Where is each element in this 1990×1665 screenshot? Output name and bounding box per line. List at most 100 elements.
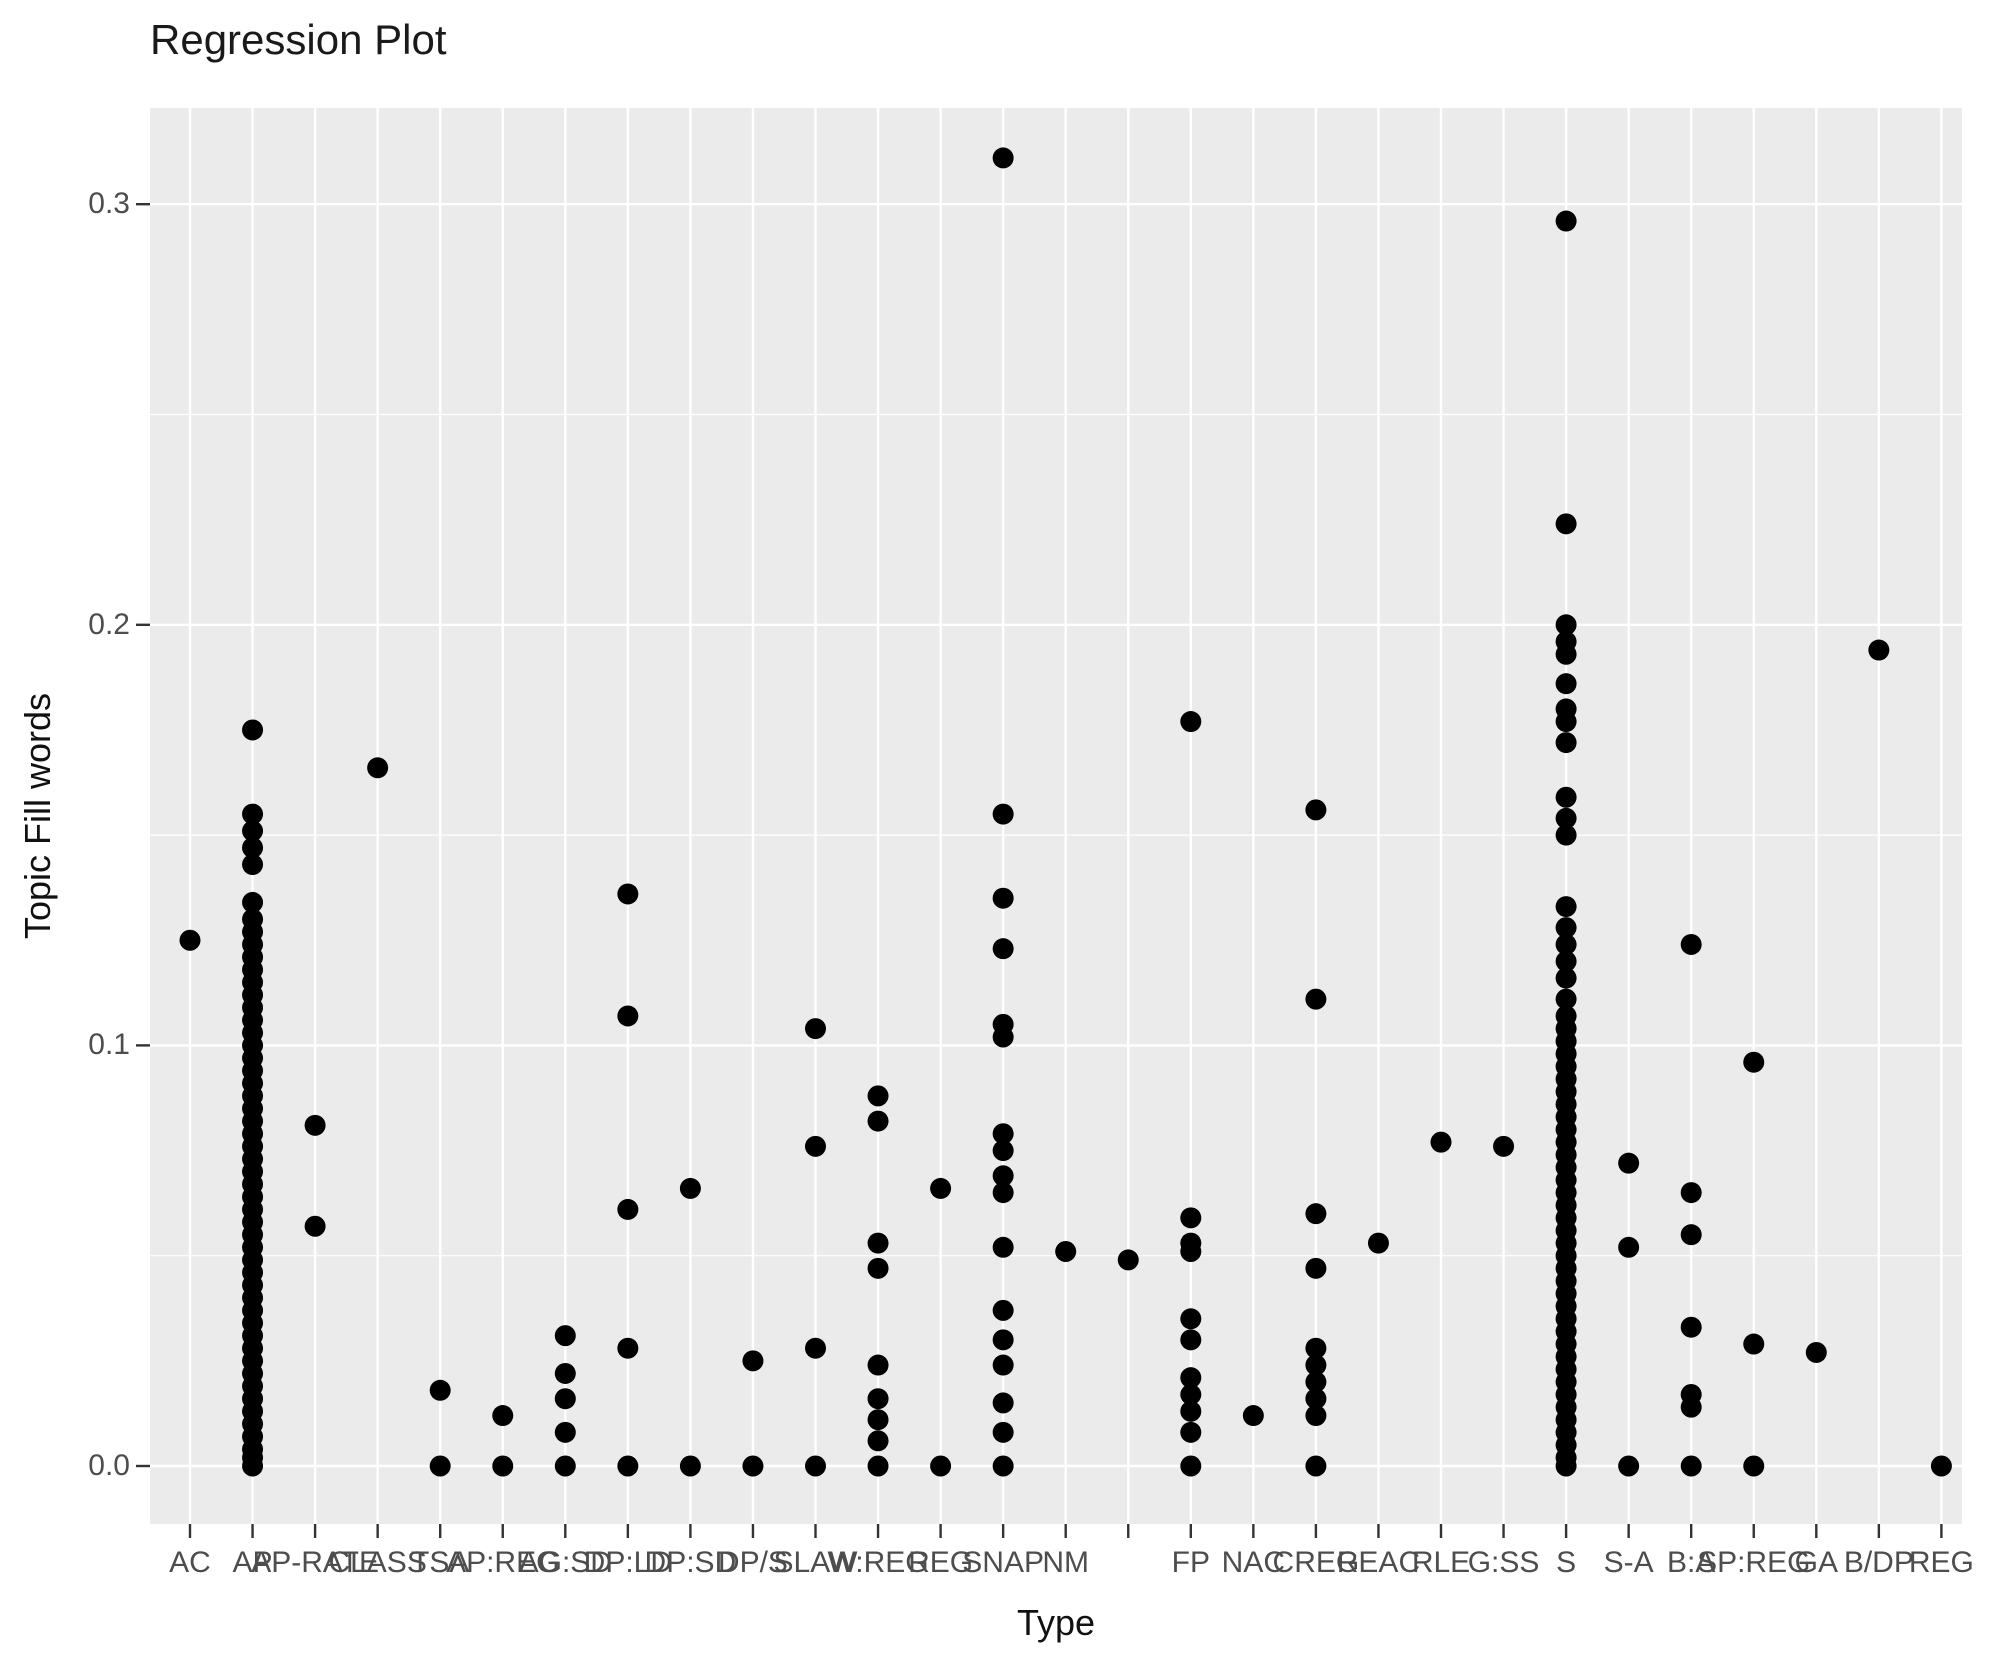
data-point — [1305, 1455, 1327, 1477]
data-point — [1242, 1405, 1264, 1427]
data-point — [1180, 1240, 1202, 1262]
data-point — [1680, 1182, 1702, 1204]
data-point — [867, 1110, 889, 1132]
data-point — [242, 837, 264, 859]
data-point — [1555, 896, 1577, 918]
data-point — [1180, 1383, 1202, 1405]
x-tick-label: DP:SD — [644, 1546, 737, 1579]
y-tick-label: 0.2 — [88, 607, 130, 641]
data-point — [1180, 1308, 1202, 1330]
data-point — [1367, 1232, 1389, 1254]
data-point — [242, 1455, 264, 1477]
data-point — [1180, 711, 1202, 733]
data-point — [242, 891, 264, 913]
data-point — [1555, 933, 1577, 955]
data-point — [1680, 1316, 1702, 1338]
data-point — [1555, 673, 1577, 695]
data-point — [1305, 988, 1327, 1010]
x-tick-label: B:A — [1667, 1546, 1716, 1579]
data-point — [867, 1354, 889, 1376]
data-point — [679, 1455, 701, 1477]
data-point — [992, 1236, 1014, 1258]
x-tick-label: REAC — [1336, 1546, 1421, 1579]
data-point — [1305, 799, 1327, 821]
data-point — [367, 757, 389, 779]
data-point — [992, 1123, 1014, 1145]
data-point — [805, 1135, 826, 1157]
data-point — [304, 1215, 326, 1237]
data-point — [992, 1329, 1014, 1351]
x-tick-label: GA — [1794, 1546, 1838, 1579]
data-point — [242, 820, 264, 842]
data-point — [1055, 1240, 1077, 1262]
data-point — [242, 854, 264, 876]
data-point — [304, 1114, 326, 1136]
data-point — [1555, 950, 1577, 972]
x-tick-label: S-A — [1603, 1546, 1654, 1579]
data-point — [1743, 1051, 1765, 1073]
data-point — [867, 1430, 889, 1452]
x-tick-label: AP:REG — [446, 1546, 560, 1579]
data-point — [1680, 1396, 1702, 1418]
data-point — [867, 1257, 889, 1279]
data-point — [617, 883, 639, 905]
x-tick-label: FP — [1171, 1546, 1210, 1579]
data-point — [617, 1337, 639, 1359]
data-point — [1180, 1455, 1202, 1477]
data-point — [554, 1388, 576, 1410]
data-point — [1555, 210, 1577, 232]
data-point — [1555, 967, 1577, 989]
data-point — [867, 1085, 889, 1107]
data-point — [1555, 643, 1577, 665]
data-point — [805, 1337, 826, 1359]
data-point — [1680, 1455, 1702, 1477]
x-tick-label: AP — [232, 1546, 273, 1579]
data-point — [1555, 732, 1577, 754]
y-tick-label: 0.3 — [88, 187, 130, 221]
data-point — [1680, 933, 1702, 955]
data-point — [1305, 1371, 1327, 1393]
data-point — [554, 1325, 576, 1347]
data-point — [867, 1388, 889, 1410]
data-point — [1555, 711, 1577, 733]
x-tick-label: TSA — [411, 1546, 470, 1579]
plot-title: Regression Plot — [150, 16, 447, 63]
data-point — [1618, 1455, 1640, 1477]
data-point — [992, 938, 1014, 960]
data-point — [1305, 1337, 1327, 1359]
data-point — [1430, 1131, 1452, 1153]
data-point — [679, 1177, 701, 1199]
x-tick-label: W:REG — [827, 1546, 929, 1579]
y-tick-label: 0.0 — [88, 1449, 130, 1482]
data-point — [554, 1421, 576, 1443]
x-tick-label: G:SS — [1467, 1546, 1540, 1579]
data-point — [992, 1392, 1014, 1414]
x-tick-label: AG:SD — [518, 1546, 612, 1579]
x-tick-label: SLAW — [773, 1546, 858, 1579]
data-point — [805, 1455, 826, 1477]
x-tick-label: CREG — [1272, 1546, 1360, 1579]
data-point — [1555, 614, 1577, 636]
data-point — [930, 1455, 952, 1477]
x-tick-label: CLASS — [328, 1546, 427, 1579]
data-point — [1555, 807, 1577, 829]
data-point — [554, 1455, 576, 1477]
x-tick-label: DP/S — [717, 1546, 788, 1579]
data-point — [992, 1421, 1014, 1443]
x-axis-title: Type — [1016, 1602, 1096, 1643]
data-point — [1743, 1333, 1765, 1355]
data-point — [1117, 1249, 1139, 1271]
data-point — [805, 1018, 826, 1040]
y-axis-title: Topic Fill words — [17, 692, 58, 940]
x-tick-label: REG — [908, 1546, 974, 1579]
data-point — [617, 1198, 639, 1220]
data-point — [867, 1232, 889, 1254]
x-tick-label: REG — [1908, 1546, 1974, 1579]
data-point — [179, 929, 201, 951]
data-point — [1930, 1455, 1952, 1477]
x-tick-label: NM — [1042, 1546, 1090, 1579]
data-point — [992, 1182, 1014, 1204]
x-tick-label: B/DP — [1843, 1546, 1914, 1579]
data-point — [742, 1455, 764, 1477]
